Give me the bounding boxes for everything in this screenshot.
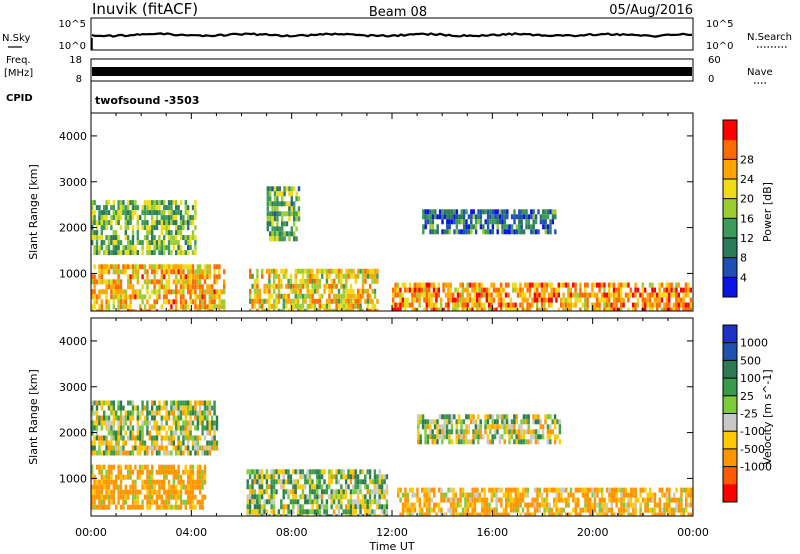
velocity-cbar-segment bbox=[723, 342, 737, 361]
power-region bbox=[91, 200, 197, 256]
power-cbar-tick: 12 bbox=[740, 232, 754, 245]
power-region bbox=[91, 264, 226, 311]
velocity-cbar-tick: 25 bbox=[740, 390, 754, 403]
x-tick-label: 04:00 bbox=[175, 526, 207, 539]
velocity-cbar-tick: 100 bbox=[740, 372, 761, 385]
power-cbar-segment bbox=[723, 218, 737, 239]
freq-label: Freq. bbox=[6, 55, 31, 66]
power-region bbox=[422, 209, 557, 235]
power-cbar-label: Power [dB] bbox=[761, 182, 774, 242]
freq-tick-high: 18 bbox=[69, 55, 82, 66]
power-region bbox=[249, 268, 379, 311]
noise-panel: N.Sky 10^5 10^0 10^5 10^0 N.Search bbox=[2, 17, 792, 52]
power-ytick-label: 2000 bbox=[59, 222, 87, 235]
velocity-region bbox=[91, 400, 219, 456]
freq-tick-low: 8 bbox=[76, 74, 82, 85]
station-title: Inuvik (fitACF) bbox=[92, 0, 198, 18]
noise-tick-high-left: 10^5 bbox=[59, 19, 86, 30]
velocity-cbar-segment bbox=[723, 360, 737, 379]
velocity-ytick-label: 4000 bbox=[59, 335, 87, 348]
velocity-region bbox=[246, 469, 389, 516]
power-cbar-segment bbox=[723, 198, 737, 219]
nave-label: Nave bbox=[747, 67, 773, 78]
power-ylabel: Slant Range [km] bbox=[27, 164, 40, 260]
beam-title: Beam 08 bbox=[369, 5, 427, 20]
power-cbar-segment bbox=[723, 159, 737, 180]
velocity-colorbar: 1000 500 100 25 -25 -100 -500 -1000 bbox=[722, 324, 772, 503]
cpid-label: CPID bbox=[6, 93, 33, 104]
velocity-region bbox=[397, 487, 693, 516]
power-cbar-segment bbox=[723, 139, 737, 160]
power-cbar-tick: 28 bbox=[740, 153, 754, 166]
nave-tick-low: 0 bbox=[708, 74, 714, 85]
freq-unit: [MHz] bbox=[4, 68, 33, 79]
velocity-cbar-tick: -1000 bbox=[740, 461, 772, 474]
nsearch-label: N.Search bbox=[747, 32, 792, 43]
power-ytick-label: 4000 bbox=[59, 130, 87, 143]
power-region bbox=[392, 282, 693, 311]
velocity-region bbox=[417, 414, 562, 445]
velocity-cbar-tick: -500 bbox=[740, 443, 765, 456]
velocity-cbar-tick: 1000 bbox=[740, 337, 768, 350]
x-tick-label: 00:00 bbox=[677, 526, 709, 539]
velocity-panel: 1000 2000 3000 4000 Slant Range [km] bbox=[27, 317, 694, 517]
cpid-value: twofsound -3503 bbox=[95, 94, 199, 107]
velocity-cbar-segment bbox=[723, 378, 737, 397]
velocity-cbar-segment bbox=[723, 466, 737, 485]
x-tick-label: 08:00 bbox=[276, 526, 308, 539]
x-axis-label: Time UT bbox=[368, 540, 414, 553]
nave-tick-high: 60 bbox=[708, 55, 721, 66]
power-ytick-label: 1000 bbox=[59, 267, 87, 280]
nsky-label: N.Sky bbox=[2, 33, 30, 44]
power-panel: 1000 2000 3000 4000 Slant Range [km] bbox=[27, 112, 694, 312]
power-cbar-segment bbox=[723, 277, 737, 298]
noise-tick-low-left: 10^0 bbox=[59, 41, 86, 52]
power-cbar-segment bbox=[723, 120, 737, 141]
power-cbar-tick: 8 bbox=[740, 252, 747, 265]
velocity-cbar-segment bbox=[723, 484, 737, 503]
x-tick-label: 00:00 bbox=[75, 526, 107, 539]
power-region bbox=[266, 186, 301, 242]
power-cbar-tick: 24 bbox=[740, 173, 754, 186]
velocity-ytick-label: 2000 bbox=[59, 427, 87, 440]
x-tick-label: 12:00 bbox=[376, 526, 408, 539]
power-cbar-segment bbox=[723, 257, 737, 278]
velocity-ylabel: Slant Range [km] bbox=[27, 369, 40, 465]
x-tick-label: 16:00 bbox=[476, 526, 508, 539]
velocity-cbar-segment bbox=[723, 395, 737, 414]
power-cbar-tick: 16 bbox=[740, 212, 754, 225]
velocity-cbar-tick: 500 bbox=[740, 354, 761, 367]
noise-tick-low-right: 10^0 bbox=[706, 41, 733, 52]
velocity-cbar-segment bbox=[723, 448, 737, 467]
velocity-cbar-tick: -25 bbox=[740, 408, 758, 421]
velocity-ytick-label: 1000 bbox=[59, 472, 87, 485]
power-cbar-segment bbox=[723, 238, 737, 259]
velocity-cbar-segment bbox=[723, 431, 737, 450]
velocity-cbar-segment bbox=[723, 413, 737, 432]
power-cbar-tick: 4 bbox=[740, 271, 747, 284]
velocity-cbar-label: Velocity [m s^-1] bbox=[761, 369, 774, 464]
power-ytick-label: 3000 bbox=[59, 176, 87, 189]
power-cbar-tick: 20 bbox=[740, 193, 754, 206]
velocity-cbar-tick: -100 bbox=[740, 425, 765, 438]
noise-tick-high-right: 10^5 bbox=[706, 19, 733, 30]
date-title: 05/Aug/2016 bbox=[609, 3, 693, 18]
power-cbar-segment bbox=[723, 179, 737, 200]
velocity-region bbox=[91, 464, 207, 510]
power-colorbar: 4 8 12 16 20 24 28 bbox=[722, 119, 754, 298]
x-tick-label: 20:00 bbox=[577, 526, 609, 539]
velocity-cbar-segment bbox=[723, 325, 737, 344]
velocity-ytick-label: 3000 bbox=[59, 381, 87, 394]
freq-nave-panel: Freq. [MHz] 18 8 60 0 Nave bbox=[4, 55, 773, 85]
